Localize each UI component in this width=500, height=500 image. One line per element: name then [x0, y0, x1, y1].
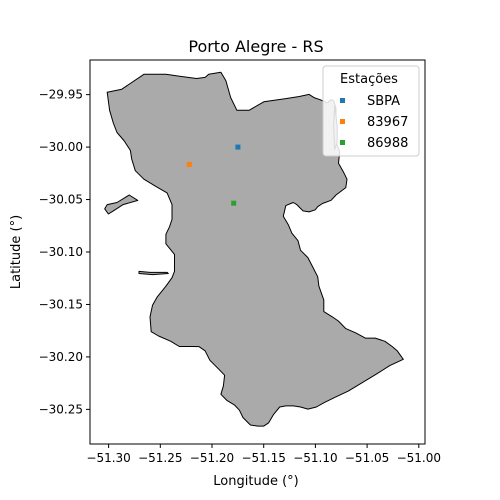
legend-label: SBPA: [367, 94, 400, 109]
x-tick-label: −51.30: [86, 451, 130, 465]
legend-marker-83967: [340, 119, 345, 124]
island-polygon: [138, 270, 169, 276]
x-tick-label: −51.05: [345, 451, 389, 465]
y-tick-label: −30.20: [39, 350, 83, 364]
legend-box: [322, 65, 420, 157]
x-tick-label: −51.10: [293, 451, 337, 465]
map-title: Porto Alegre - RS: [188, 37, 323, 56]
y-tick-label: −30.25: [39, 402, 83, 416]
legend-marker-SBPA: [340, 98, 345, 103]
station-marker-SBPA: [235, 144, 241, 150]
y-tick-label: −30.05: [39, 193, 83, 207]
y-tick-label: −30.10: [39, 245, 83, 259]
station-markers: [186, 144, 241, 206]
station-marker-83967: [186, 161, 192, 167]
legend-label: 86988: [367, 136, 408, 151]
y-tick-label: −30.15: [39, 297, 83, 311]
island-polygon: [104, 194, 139, 215]
x-tick-label: −51.25: [138, 451, 182, 465]
x-tick-label: −51.15: [241, 451, 285, 465]
y-tick-label: −30.00: [39, 140, 83, 154]
x-tick-label: −51.00: [397, 451, 441, 465]
y-axis-label: Latitude (°): [9, 215, 24, 289]
x-tick-label: −51.20: [190, 451, 234, 465]
legend-title: Estações: [340, 72, 398, 87]
station-marker-86988: [231, 200, 237, 206]
legend-items: SBPA 83967 86988: [340, 94, 408, 151]
y-axis-ticks: −29.95 −30.00 −30.05 −30.10 −30.15 −30.20 −30.…: [39, 88, 90, 416]
x-axis-ticks: −51.30 −51.25 −51.20 −51.15 −51.10 −51.05 −51.…: [86, 444, 441, 465]
x-axis-label: Longitude (°): [213, 474, 298, 489]
y-tick-label: −29.95: [39, 88, 83, 102]
legend-marker-86988: [340, 140, 345, 145]
legend: Estações SBPA 83967 86988: [322, 65, 420, 157]
legend-label: 83967: [367, 115, 408, 130]
